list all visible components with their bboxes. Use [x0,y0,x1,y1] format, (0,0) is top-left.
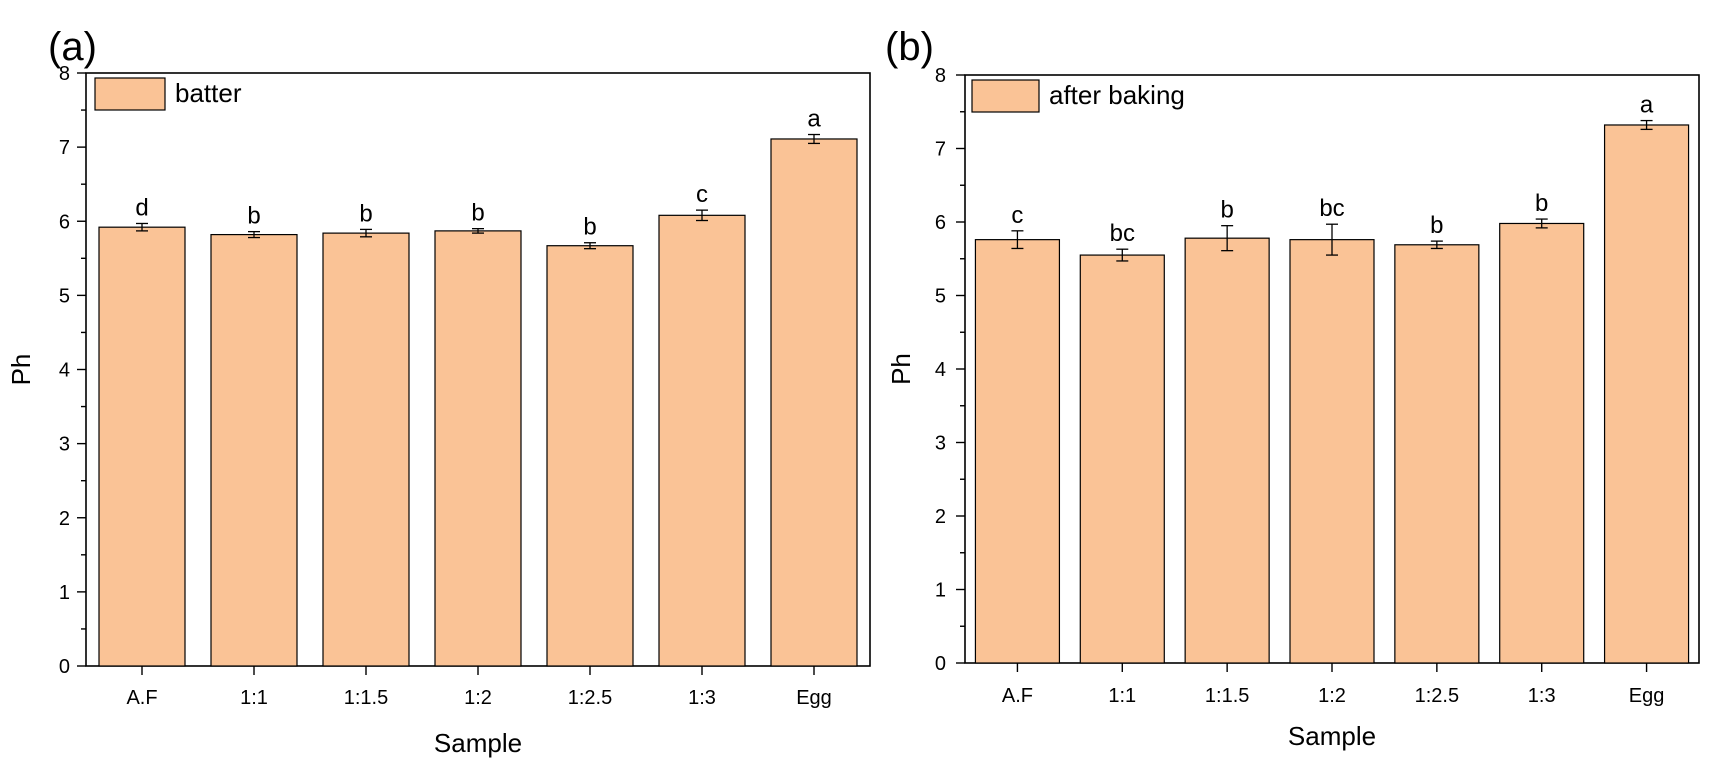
significance-letter: a [807,106,821,133]
significance-letter: a [1640,92,1654,119]
y-tick-label: 1 [59,582,70,604]
y-tick-label: 3 [59,434,70,456]
x-tick-label: 1:1.5 [344,687,388,709]
bar-Egg [1603,124,1690,664]
y-tick-label: 7 [935,139,946,161]
legend-label: after baking [1049,80,1185,110]
bar-Egg [770,138,858,667]
bar-1:1 [210,233,298,667]
legend-swatch [971,79,1040,113]
legend: batter [94,77,242,111]
legend: after baking [971,79,1185,113]
legend-swatch [94,77,166,111]
y-tick-label: 0 [935,653,946,675]
x-tick-label: Egg [1629,685,1665,707]
y-tick-label: 8 [59,63,70,85]
bar-A.F [974,239,1061,664]
error-bar [1640,119,1653,131]
significance-letter: c [1011,202,1023,229]
significance-letter: c [696,181,708,208]
panel-a: 0 1 2 3 4 5 6 7 8 d A.F b 1:1 b 1:1.5 b 1:2 b 1:2.5 c 1:3 a Eg… [6,25,871,758]
error-bar [136,222,148,232]
significance-letter: b [1430,212,1443,239]
error-bar [1430,240,1443,250]
significance-letter: b [1535,190,1548,217]
error-bar [360,228,372,238]
significance-letter: b [1220,197,1233,224]
error-bar [1326,223,1338,256]
x-tick-label: 1:3 [1528,685,1556,707]
error-bar [472,228,484,234]
y-tick-label: 3 [935,433,946,455]
significance-letter: bc [1319,195,1344,222]
error-bar [696,209,708,222]
panel-label: (b) [885,25,934,69]
legend-label: batter [175,78,242,108]
panel-label: (a) [48,25,97,69]
bar-1:2.5 [1394,244,1480,664]
y-tick-label: 6 [935,212,946,234]
y-tick-label: 5 [935,286,946,308]
y-tick-label: 6 [59,211,70,233]
y-tick-label: 4 [59,360,70,382]
x-axis-label: Sample [1288,721,1376,751]
bar-1:2.5 [546,245,634,667]
y-axis-label: Ph [886,353,916,385]
significance-letter: b [471,200,484,227]
bar-1:2 [434,230,522,667]
x-tick-label: 1:2 [1318,685,1346,707]
error-bar [248,230,260,239]
y-tick-label: 1 [935,580,946,602]
error-bar [1116,248,1129,262]
y-tick-label: 0 [59,656,70,678]
bar-1:2 [1289,239,1375,664]
significance-letter: b [583,214,596,241]
x-tick-label: Egg [796,687,832,709]
bar-1:1 [1079,254,1165,664]
bar-A.F [98,226,186,667]
panel-b: 0 1 2 3 4 5 6 7 8 c A.F bc 1:1 b 1:1.5 bc 1:2 b 1:2.5 b 1:3 a… [885,25,1700,751]
significance-letter: d [135,194,148,221]
error-bar [584,242,596,250]
x-tick-label: 1:2.5 [1415,685,1459,707]
y-axis-label: Ph [6,354,36,386]
y-tick-label: 7 [59,137,70,159]
y-tick-label: 5 [59,285,70,307]
error-bar [1535,218,1548,229]
y-tick-label: 4 [935,359,946,381]
x-tick-label: 1:2.5 [568,687,612,709]
x-tick-label: 1:3 [688,687,716,709]
significance-letter: b [247,203,260,230]
significance-letter: bc [1110,220,1135,247]
x-axis-label: Sample [434,728,522,758]
bar-1:1.5 [1184,237,1270,664]
error-bar [808,133,820,145]
x-tick-label: 1:2 [464,687,492,709]
x-tick-label: A.F [1002,685,1033,707]
error-bar [1011,230,1024,250]
bar-1:1.5 [322,232,410,667]
y-tick-label: 2 [59,508,70,530]
x-tick-label: 1:1 [240,687,268,709]
x-tick-label: 1:1.5 [1205,685,1249,707]
y-tick-label: 8 [935,65,946,87]
error-bar [1221,225,1234,252]
bar-1:3 [1499,222,1585,664]
y-tick-label: 2 [935,506,946,528]
bar-1:3 [658,214,746,667]
x-tick-label: 1:1 [1108,685,1136,707]
significance-letter: b [359,200,372,227]
x-tick-label: A.F [126,687,157,709]
